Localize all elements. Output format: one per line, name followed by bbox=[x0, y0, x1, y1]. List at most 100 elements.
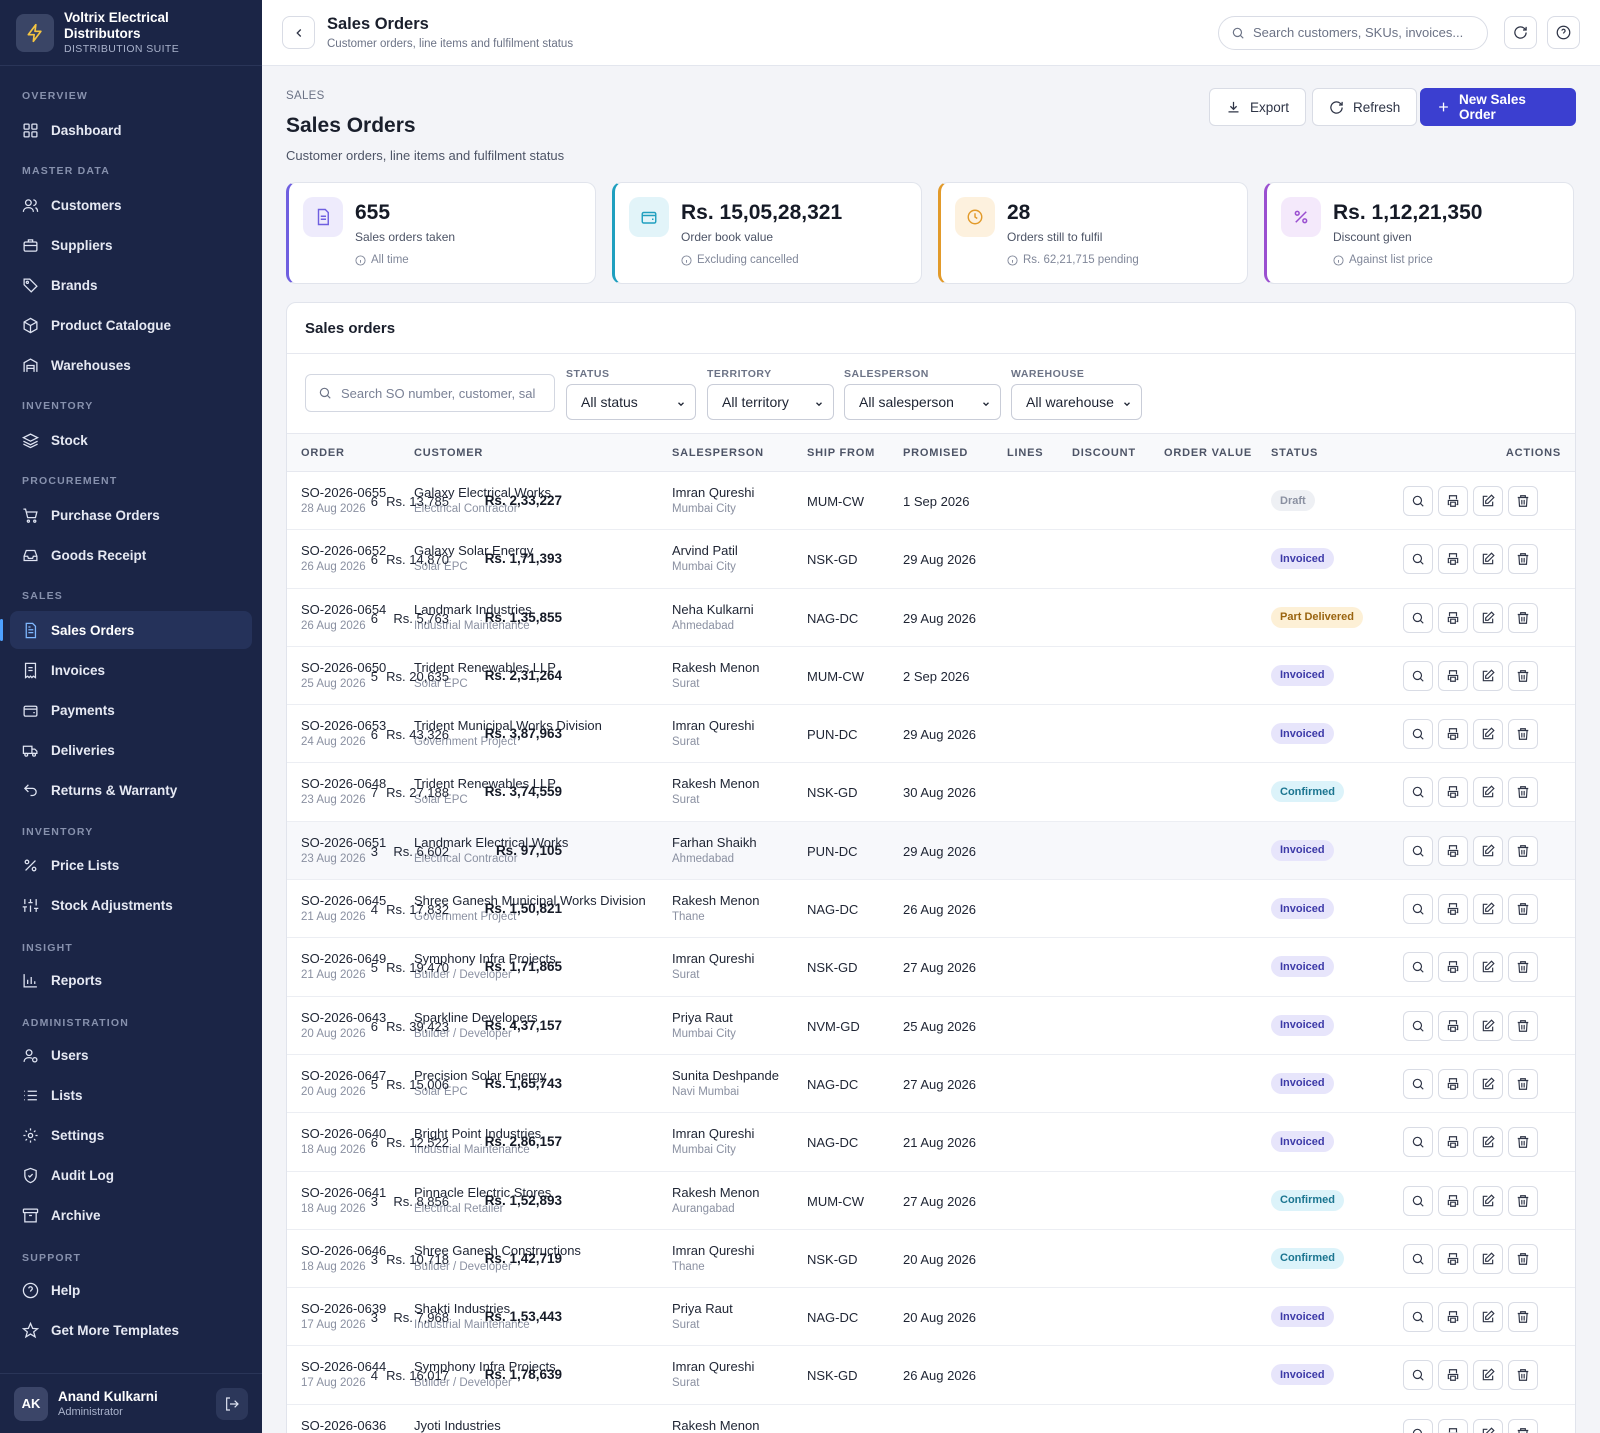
view-button[interactable] bbox=[1403, 1302, 1433, 1333]
delete-button[interactable] bbox=[1508, 1360, 1538, 1391]
order-number[interactable]: SO-2026-0645 bbox=[301, 893, 387, 909]
edit-button[interactable] bbox=[1473, 1010, 1503, 1041]
print-button[interactable] bbox=[1438, 777, 1468, 808]
edit-button[interactable] bbox=[1473, 1185, 1503, 1216]
sidebar-item-help[interactable]: Help bbox=[10, 1271, 252, 1309]
table-row[interactable]: SO-2026-0650 25 Aug 2026 Trident Renewable… bbox=[287, 647, 1575, 706]
order-number[interactable]: SO-2026-0636 bbox=[301, 1417, 387, 1433]
view-button[interactable] bbox=[1403, 1068, 1433, 1099]
sidebar-item-deliveries[interactable]: Deliveries bbox=[10, 731, 252, 769]
view-button[interactable] bbox=[1403, 719, 1433, 750]
refresh-button[interactable]: Refresh bbox=[1312, 88, 1418, 126]
order-number[interactable]: SO-2026-0654 bbox=[301, 601, 387, 617]
edit-button[interactable] bbox=[1473, 835, 1503, 866]
table-row[interactable]: SO-2026-0639 17 Aug 2026 Shakti Industries… bbox=[287, 1288, 1575, 1347]
order-number[interactable]: SO-2026-0648 bbox=[301, 776, 387, 792]
sidebar-item-users[interactable]: Users bbox=[10, 1036, 252, 1074]
edit-button[interactable] bbox=[1473, 544, 1503, 575]
order-number[interactable]: SO-2026-0652 bbox=[301, 543, 387, 559]
edit-button[interactable] bbox=[1473, 660, 1503, 691]
delete-button[interactable] bbox=[1508, 602, 1538, 633]
sidebar-item-returns[interactable]: Returns & Warranty bbox=[10, 771, 252, 809]
delete-button[interactable] bbox=[1508, 952, 1538, 983]
territory-select[interactable]: All territory bbox=[707, 384, 834, 420]
sidebar-item-warehouses[interactable]: Warehouses bbox=[10, 346, 252, 384]
edit-button[interactable] bbox=[1473, 777, 1503, 808]
column-header-status[interactable]: STATUS bbox=[1271, 447, 1319, 459]
edit-button[interactable] bbox=[1473, 1068, 1503, 1099]
order-number[interactable]: SO-2026-0641 bbox=[301, 1184, 387, 1200]
print-button[interactable] bbox=[1438, 1302, 1468, 1333]
back-button[interactable] bbox=[282, 16, 315, 49]
sidebar-item-stock-adjustments[interactable]: Stock Adjustments bbox=[10, 886, 252, 924]
new-sales-order-button[interactable]: New Sales Order bbox=[1420, 88, 1576, 126]
delete-button[interactable] bbox=[1508, 1010, 1538, 1041]
view-button[interactable] bbox=[1403, 1185, 1433, 1216]
view-button[interactable] bbox=[1403, 894, 1433, 925]
delete-button[interactable] bbox=[1508, 544, 1538, 575]
sidebar-item-price-lists[interactable]: Price Lists bbox=[10, 846, 252, 884]
table-row[interactable]: SO-2026-0645 21 Aug 2026 Shree Ganesh Muni… bbox=[287, 880, 1575, 939]
sidebar-item-goods-receipt[interactable]: Goods Receipt bbox=[10, 536, 252, 574]
print-button[interactable] bbox=[1438, 544, 1468, 575]
status-select[interactable]: All status bbox=[566, 384, 696, 420]
view-button[interactable] bbox=[1403, 544, 1433, 575]
order-number[interactable]: SO-2026-0640 bbox=[301, 1126, 387, 1142]
delete-button[interactable] bbox=[1508, 1127, 1538, 1158]
column-header-salesperson[interactable]: SALESPERSON bbox=[672, 447, 764, 459]
sidebar-item-invoices[interactable]: Invoices bbox=[10, 651, 252, 689]
table-row[interactable]: SO-2026-0644 17 Aug 2026 Symphony Infra Pr… bbox=[287, 1346, 1575, 1405]
table-row[interactable]: SO-2026-0646 18 Aug 2026 Shree Ganesh Cons… bbox=[287, 1230, 1575, 1289]
print-button[interactable] bbox=[1438, 1185, 1468, 1216]
print-button[interactable] bbox=[1438, 835, 1468, 866]
help-button[interactable] bbox=[1547, 16, 1580, 49]
print-button[interactable] bbox=[1438, 894, 1468, 925]
sidebar-item-payments[interactable]: Payments bbox=[10, 691, 252, 729]
view-button[interactable] bbox=[1403, 952, 1433, 983]
sidebar-item-audit-log[interactable]: Audit Log bbox=[10, 1156, 252, 1194]
delete-button[interactable] bbox=[1508, 1068, 1538, 1099]
delete-button[interactable] bbox=[1508, 1302, 1538, 1333]
print-button[interactable] bbox=[1438, 1360, 1468, 1391]
view-button[interactable] bbox=[1403, 1418, 1433, 1433]
table-row[interactable]: SO-2026-0640 18 Aug 2026 Bright Point Indu… bbox=[287, 1113, 1575, 1172]
delete-button[interactable] bbox=[1508, 486, 1538, 516]
sidebar-item-sales-orders[interactable]: Sales Orders bbox=[0, 611, 252, 649]
sidebar-item-suppliers[interactable]: Suppliers bbox=[10, 226, 252, 264]
column-header-promised[interactable]: PROMISED bbox=[903, 447, 969, 459]
table-row[interactable]: SO-2026-0652 26 Aug 2026 Galaxy Solar Ener… bbox=[287, 530, 1575, 589]
column-header-lines[interactable]: LINES bbox=[1007, 447, 1044, 459]
sidebar-item-stock[interactable]: Stock bbox=[10, 421, 252, 459]
table-row[interactable]: SO-2026-0643 20 Aug 2026 Sparkline Develop… bbox=[287, 997, 1575, 1055]
table-row[interactable]: SO-2026-0655 28 Aug 2026 Galaxy Electrical… bbox=[287, 472, 1575, 531]
edit-button[interactable] bbox=[1473, 719, 1503, 750]
order-search-input[interactable]: Search SO number, customer, sal bbox=[305, 374, 555, 412]
delete-button[interactable] bbox=[1508, 1243, 1538, 1274]
print-button[interactable] bbox=[1438, 602, 1468, 633]
view-button[interactable] bbox=[1403, 777, 1433, 808]
delete-button[interactable] bbox=[1508, 719, 1538, 750]
edit-button[interactable] bbox=[1473, 1418, 1503, 1433]
delete-button[interactable] bbox=[1508, 777, 1538, 808]
delete-button[interactable] bbox=[1508, 1418, 1538, 1433]
global-search-input[interactable]: Search customers, SKUs, invoices... bbox=[1218, 15, 1488, 50]
view-button[interactable] bbox=[1403, 660, 1433, 691]
logout-button[interactable] bbox=[216, 1387, 248, 1420]
sidebar-item-lists[interactable]: Lists bbox=[10, 1076, 252, 1114]
view-button[interactable] bbox=[1403, 835, 1433, 866]
sidebar-item-settings[interactable]: Settings bbox=[10, 1116, 252, 1154]
delete-button[interactable] bbox=[1508, 894, 1538, 925]
table-row[interactable]: SO-2026-0648 23 Aug 2026 Trident Renewable… bbox=[287, 763, 1575, 822]
print-button[interactable] bbox=[1438, 1127, 1468, 1158]
sidebar-item-reports[interactable]: Reports bbox=[10, 961, 252, 999]
table-row[interactable]: SO-2026-0647 20 Aug 2026 Precision Solar E… bbox=[287, 1055, 1575, 1114]
order-number[interactable]: SO-2026-0644 bbox=[301, 1359, 387, 1375]
salesperson-select[interactable]: All salesperson bbox=[844, 384, 1001, 420]
order-number[interactable]: SO-2026-0647 bbox=[301, 1067, 387, 1083]
print-button[interactable] bbox=[1438, 1010, 1468, 1041]
column-header-discount[interactable]: DISCOUNT bbox=[1072, 447, 1136, 459]
table-row[interactable]: SO-2026-0649 21 Aug 2026 Symphony Infra Pr… bbox=[287, 938, 1575, 997]
print-button[interactable] bbox=[1438, 486, 1468, 516]
order-number[interactable]: SO-2026-0651 bbox=[301, 834, 387, 850]
sidebar-item-customers[interactable]: Customers bbox=[10, 186, 252, 224]
